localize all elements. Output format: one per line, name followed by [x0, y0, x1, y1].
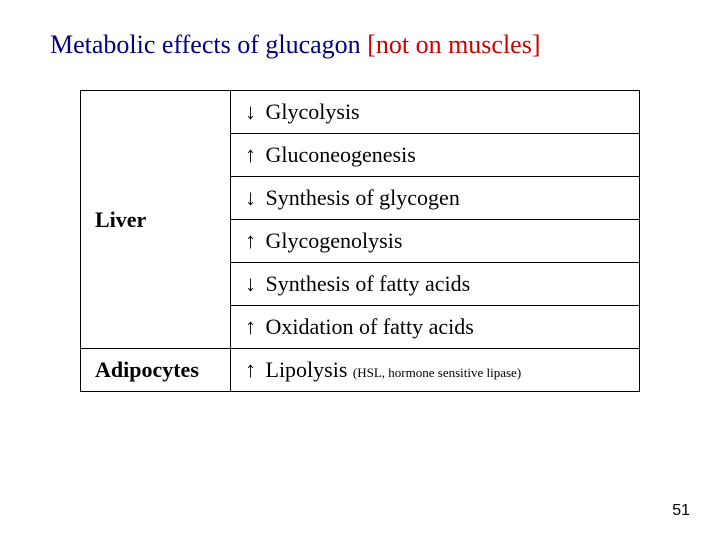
effect-text: Synthesis of glycogen: [266, 185, 460, 210]
effect-cell: ↑ Glycogenolysis: [231, 220, 640, 263]
up-arrow-icon: ↑: [245, 314, 256, 339]
effect-cell: ↑ Oxidation of fatty acids: [231, 306, 640, 349]
effect-text: Oxidation of fatty acids: [266, 314, 474, 339]
down-arrow-icon: ↓: [245, 185, 256, 210]
effects-table: Liver ↓ Glycolysis ↑ Gluconeogenesis ↓ S…: [80, 90, 640, 392]
effect-text: Gluconeogenesis: [266, 142, 416, 167]
page-number: 51: [672, 502, 690, 520]
slide-title: Metabolic effects of glucagon [not on mu…: [50, 30, 670, 60]
effect-text: Glycolysis: [266, 99, 360, 124]
effect-cell: ↓ Glycolysis: [231, 91, 640, 134]
down-arrow-icon: ↓: [245, 271, 256, 296]
effect-text: Glycogenolysis: [266, 228, 403, 253]
up-arrow-icon: ↑: [245, 357, 256, 382]
title-main: Metabolic effects of glucagon: [50, 30, 367, 59]
table-row: Adipocytes ↑ Lipolysis (HSL, hormone sen…: [81, 349, 640, 392]
adipocytes-label: Adipocytes: [81, 349, 231, 392]
effect-subtext: (HSL, hormone sensitive lipase): [353, 365, 521, 380]
up-arrow-icon: ↑: [245, 228, 256, 253]
up-arrow-icon: ↑: [245, 142, 256, 167]
effect-cell: ↑ Gluconeogenesis: [231, 134, 640, 177]
effect-cell: ↓ Synthesis of fatty acids: [231, 263, 640, 306]
down-arrow-icon: ↓: [245, 99, 256, 124]
title-bracket: [not on muscles]: [367, 30, 540, 59]
effect-cell: ↓ Synthesis of glycogen: [231, 177, 640, 220]
effect-text: Lipolysis: [266, 357, 353, 382]
liver-label: Liver: [81, 91, 231, 349]
effect-cell: ↑ Lipolysis (HSL, hormone sensitive lipa…: [231, 349, 640, 392]
effect-text: Synthesis of fatty acids: [266, 271, 471, 296]
table-row: Liver ↓ Glycolysis: [81, 91, 640, 134]
